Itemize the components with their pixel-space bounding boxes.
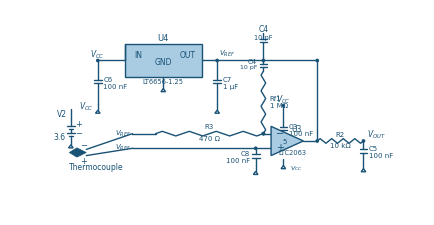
Text: R2: R2 — [335, 132, 344, 138]
Polygon shape — [270, 126, 302, 156]
Text: +: + — [76, 120, 82, 129]
Text: +: + — [276, 142, 284, 153]
Text: C7: C7 — [222, 77, 231, 83]
Text: +: + — [79, 157, 86, 166]
Text: $V_{CC}$: $V_{CC}$ — [79, 101, 93, 113]
Text: $V_{REF}$: $V_{REF}$ — [219, 49, 235, 59]
Circle shape — [262, 133, 264, 135]
Text: $V_{REF}$: $V_{REF}$ — [115, 128, 131, 139]
Text: C4: C4 — [247, 59, 256, 65]
Text: 100 nF: 100 nF — [368, 153, 392, 159]
Text: 100 nF: 100 nF — [103, 84, 127, 90]
Text: 100 nF: 100 nF — [288, 131, 312, 137]
Text: $V_{CC}$: $V_{CC}$ — [276, 93, 290, 106]
Text: C4: C4 — [258, 25, 268, 34]
Text: V2: V2 — [57, 110, 67, 119]
Text: C5: C5 — [368, 146, 377, 152]
Text: 10 pF: 10 pF — [239, 65, 256, 70]
Text: Rf1: Rf1 — [269, 96, 281, 102]
Bar — [125, 44, 201, 77]
Text: R3: R3 — [204, 124, 214, 130]
Text: $V_{CC}$: $V_{CC}$ — [90, 48, 105, 61]
Text: Thermocouple: Thermocouple — [69, 163, 124, 172]
Circle shape — [262, 59, 264, 62]
Text: 10 pF: 10 pF — [253, 36, 272, 41]
Text: −: − — [79, 141, 86, 150]
Polygon shape — [69, 148, 86, 157]
Circle shape — [262, 133, 264, 135]
Text: C3: C3 — [288, 124, 297, 130]
Text: C8: C8 — [240, 151, 250, 158]
Circle shape — [316, 59, 318, 62]
Text: OUT: OUT — [180, 51, 195, 60]
Text: C6: C6 — [103, 77, 112, 83]
Text: $V_{REF}$: $V_{REF}$ — [115, 143, 131, 153]
Text: $V_{OUT}$: $V_{OUT}$ — [366, 128, 385, 141]
Circle shape — [96, 59, 99, 62]
Circle shape — [282, 104, 284, 107]
Text: 100 nF: 100 nF — [226, 158, 250, 164]
Text: U3: U3 — [290, 125, 301, 134]
Text: 5: 5 — [282, 139, 286, 145]
Circle shape — [362, 140, 364, 142]
Text: U4: U4 — [157, 34, 168, 43]
Text: GND: GND — [154, 58, 171, 67]
Text: IN: IN — [134, 51, 142, 60]
Text: 10 kΩ: 10 kΩ — [329, 143, 350, 149]
Text: 1 μF: 1 μF — [222, 84, 237, 90]
Text: −: − — [76, 129, 82, 138]
Text: 1 MΩ: 1 MΩ — [269, 103, 287, 108]
Text: LTC2063: LTC2063 — [278, 150, 306, 156]
Text: −: − — [276, 129, 284, 140]
Circle shape — [316, 140, 318, 142]
Circle shape — [216, 59, 218, 62]
Circle shape — [254, 147, 256, 149]
Text: LT6656-1.25: LT6656-1.25 — [142, 79, 183, 86]
Text: 470 Ω: 470 Ω — [198, 136, 220, 142]
Text: $V_{CC}$: $V_{CC}$ — [289, 164, 301, 173]
Text: 3.6: 3.6 — [53, 133, 66, 142]
